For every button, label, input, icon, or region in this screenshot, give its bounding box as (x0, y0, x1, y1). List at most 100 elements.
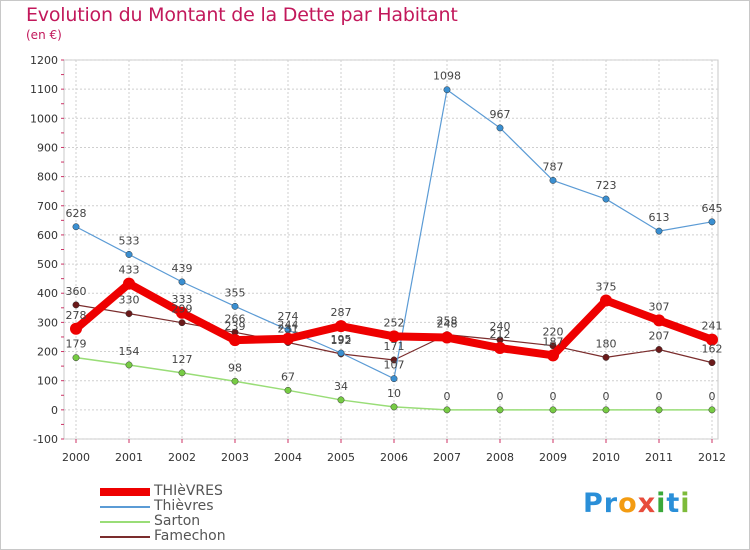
data-label: 241 (702, 320, 723, 333)
data-point (72, 223, 80, 231)
data-point (549, 176, 557, 184)
data-label: 195 (331, 333, 352, 346)
x-tick-label: 2007 (433, 451, 461, 464)
data-point (549, 406, 557, 414)
data-label: 187 (543, 335, 564, 348)
x-tick-label: 2008 (486, 451, 514, 464)
x-tick-label: 2006 (380, 451, 408, 464)
logo-letter: P (583, 488, 604, 519)
data-label: 266 (225, 312, 246, 325)
data-label: 162 (702, 343, 723, 356)
x-tick-label: 2009 (539, 451, 567, 464)
data-label: 240 (490, 320, 511, 333)
x-tick-label: 2002 (168, 451, 196, 464)
data-point (443, 406, 451, 414)
data-point (443, 86, 451, 94)
data-label: 107 (384, 359, 405, 372)
legend-swatch (100, 535, 150, 538)
data-label: 628 (66, 207, 87, 220)
data-label: 533 (119, 234, 140, 247)
y-tick-label: 800 (37, 171, 58, 184)
data-label: 180 (596, 337, 617, 350)
y-tick-label: 1100 (30, 83, 58, 96)
data-label: 645 (702, 202, 723, 215)
data-label: 207 (649, 329, 670, 342)
legend: THIèVRES Thièvres Sarton Famechon (100, 484, 360, 544)
data-point (178, 278, 186, 286)
legend-label: Sarton (154, 513, 201, 529)
data-point (706, 333, 718, 346)
data-point (655, 346, 663, 353)
data-point (282, 332, 294, 345)
data-label: 179 (66, 338, 87, 351)
data-label: 212 (490, 328, 511, 341)
data-label: 239 (225, 320, 246, 333)
legend-swatch (100, 505, 150, 508)
data-label: 967 (490, 108, 511, 121)
data-point (231, 377, 239, 385)
data-point (231, 302, 239, 310)
data-point (388, 330, 400, 343)
data-point (229, 334, 241, 347)
data-point (125, 251, 133, 258)
y-tick-label: 600 (37, 229, 58, 242)
data-label: 307 (649, 300, 670, 313)
data-label: 360 (66, 285, 87, 298)
y-tick-label: 400 (37, 287, 58, 300)
legend-item: THIèVRES (100, 484, 360, 499)
data-point (653, 314, 665, 327)
data-point (600, 294, 612, 307)
data-label: 433 (119, 264, 140, 277)
x-tick-label: 2004 (274, 451, 302, 464)
data-point (178, 319, 186, 327)
legend-item: Famechon (100, 529, 360, 544)
y-tick-label: 900 (37, 141, 58, 154)
data-label: 10 (387, 387, 401, 400)
data-label: 787 (543, 160, 564, 173)
data-label: 1098 (433, 70, 461, 83)
data-label: 252 (384, 316, 405, 329)
x-tick-label: 2012 (698, 451, 726, 464)
data-label: 192 (331, 334, 352, 347)
data-point (655, 227, 663, 235)
data-point (72, 354, 80, 362)
data-point (602, 353, 610, 361)
y-tick-label: 500 (37, 258, 58, 271)
data-point (496, 124, 504, 132)
x-tick-label: 2010 (592, 451, 620, 464)
data-label: 0 (497, 390, 504, 403)
data-label: 98 (228, 361, 242, 374)
data-label: 34 (334, 380, 348, 393)
data-label: 375 (596, 281, 617, 294)
data-point (337, 349, 345, 357)
logo-letter: i (656, 488, 667, 519)
y-tick-label: 300 (37, 316, 58, 329)
y-tick-label: 1200 (30, 54, 58, 67)
logo-letter: x (637, 488, 657, 519)
data-point (72, 301, 80, 309)
data-label: 287 (331, 306, 352, 319)
data-point (708, 359, 716, 367)
data-label: 439 (172, 262, 193, 275)
data-point (708, 218, 716, 226)
y-tick-label: -100 (33, 433, 58, 446)
logo-letter: t (666, 488, 681, 519)
data-label: 330 (119, 294, 140, 307)
y-tick-label: 700 (37, 200, 58, 213)
y-tick-label: 100 (37, 375, 58, 388)
data-label: 220 (543, 326, 564, 339)
data-label: 258 (437, 315, 458, 328)
data-label: 154 (119, 345, 140, 358)
data-label: 231 (278, 323, 299, 336)
data-point (337, 396, 345, 404)
chart-title: Evolution du Montant de la Dette par Hab… (26, 4, 458, 26)
y-tick-label: 1000 (30, 112, 58, 125)
y-tick-label: 0 (51, 404, 58, 417)
data-point (496, 406, 504, 414)
data-label: 248 (437, 318, 458, 331)
data-point (549, 342, 557, 350)
data-point (390, 375, 398, 383)
data-point (176, 306, 188, 319)
legend-label: THIèVRES (154, 483, 223, 499)
